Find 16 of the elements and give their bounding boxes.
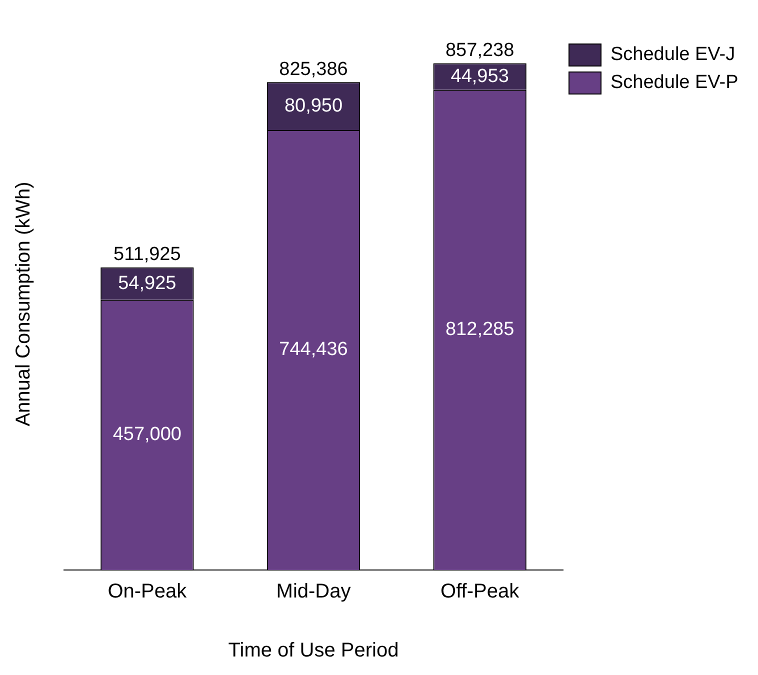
legend-label: Schedule EV-P: [610, 72, 738, 94]
total-label: 857,238: [445, 40, 514, 62]
x-tick-label: Mid-Day: [276, 580, 351, 603]
x-tick-label: Off-Peak: [440, 580, 520, 603]
data-label: 744,436: [279, 339, 348, 360]
y-axis-title: Annual Consumption (kWh): [12, 182, 35, 426]
x-axis-title: Time of Use Period: [228, 640, 399, 662]
legend-label: Schedule EV-J: [610, 44, 736, 66]
total-label: 825,386: [279, 58, 348, 80]
data-label: 44,953: [450, 66, 509, 87]
data-label: 457,000: [112, 424, 182, 446]
data-label: 812,285: [445, 319, 514, 340]
data-label: 80,950: [284, 95, 343, 116]
x-tick-label: On-Peak: [108, 580, 188, 603]
data-label: 54,925: [118, 272, 176, 294]
total-label: 511,925: [114, 244, 181, 266]
